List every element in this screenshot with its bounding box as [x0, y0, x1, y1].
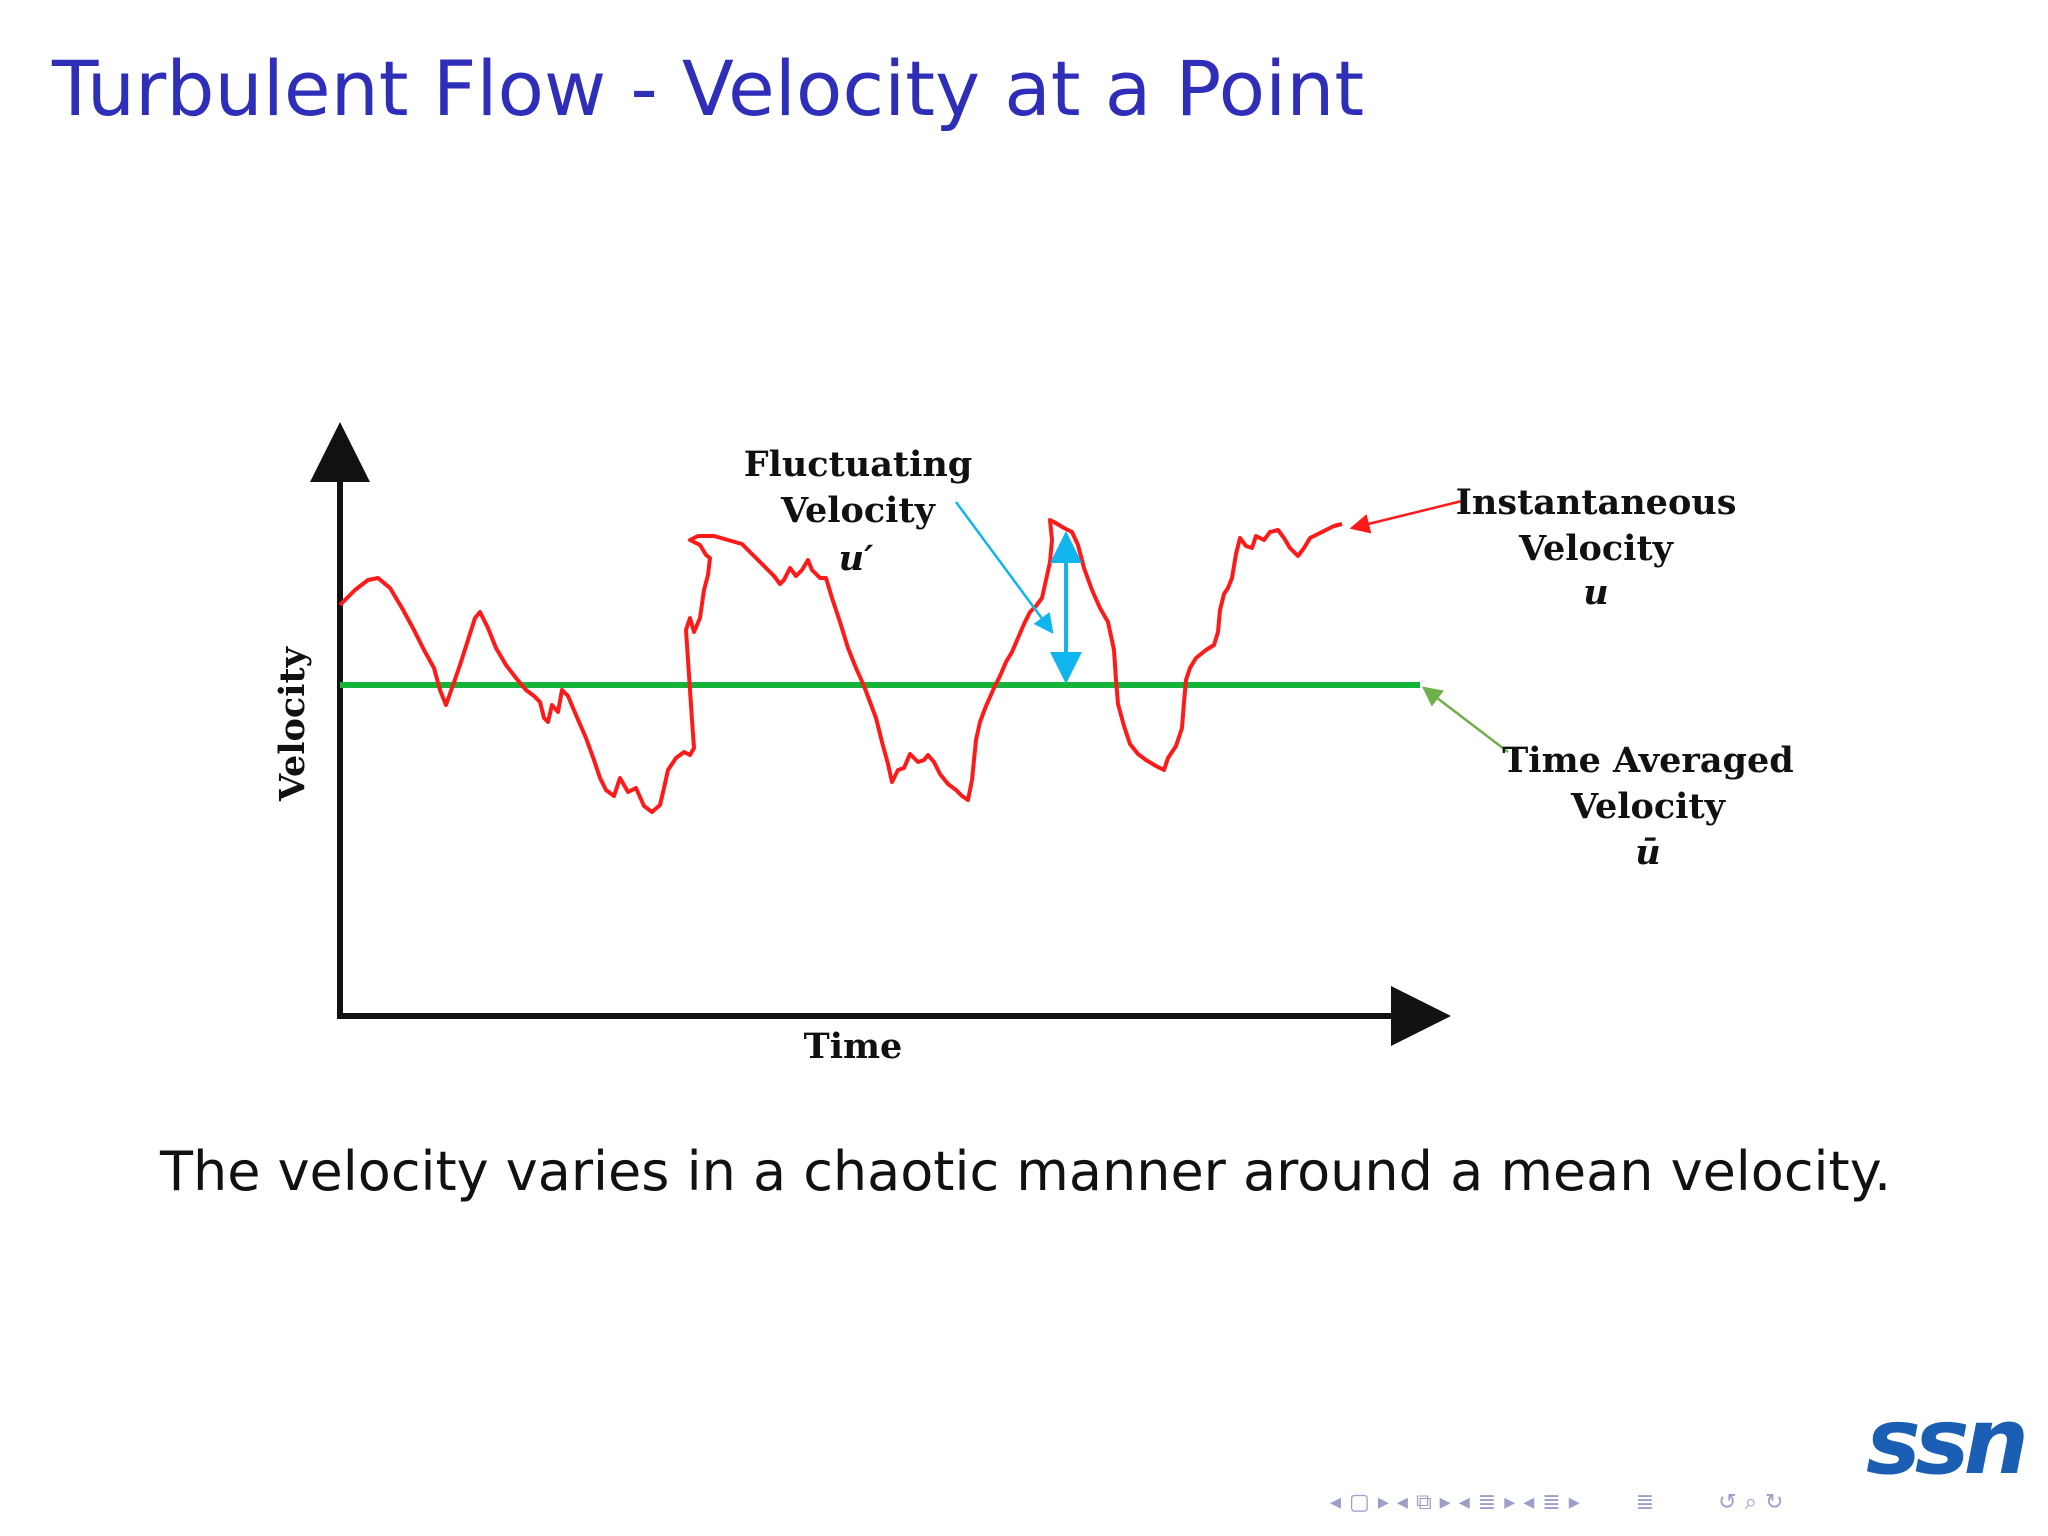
average-label-line2: Velocity	[1570, 786, 1727, 827]
ssn-logo: ssn	[1866, 1388, 2029, 1495]
arrow-right-icon[interactable]: ▸	[1439, 1490, 1451, 1515]
fluctuating-pointer	[954, 501, 1054, 635]
fluctuating-label-line1: Fluctuating	[744, 444, 973, 485]
arrow-left-icon[interactable]: ◂	[1458, 1490, 1470, 1515]
toc-icon[interactable]: ≣	[1542, 1490, 1561, 1515]
instantaneous-symbol: u	[1583, 572, 1608, 613]
subsection-icon[interactable]: ⧉	[1415, 1490, 1432, 1515]
average-pointer	[1422, 686, 1509, 753]
frame-icon[interactable]: ▢	[1349, 1490, 1370, 1515]
search-icon[interactable]: ⌕	[1744, 1490, 1757, 1515]
arrow-right-icon[interactable]: ▸	[1377, 1490, 1389, 1515]
fluctuating-label-line2: Velocity	[780, 490, 937, 531]
section-icon[interactable]: ≣	[1477, 1490, 1497, 1515]
redo-icon[interactable]: ↻	[1764, 1490, 1784, 1515]
y-axis-label: Velocity	[272, 645, 313, 802]
beamer-navigation: ◂ ▢ ▸ ◂ ⧉ ▸ ◂ ≣ ▸ ◂ ≣ ▸ ≣ ↺ ⌕ ↻	[1330, 1490, 1783, 1515]
arrow-left-icon[interactable]: ◂	[1396, 1490, 1408, 1515]
instantaneous-pointer	[1349, 498, 1467, 534]
arrow-left-icon[interactable]: ◂	[1523, 1490, 1535, 1515]
instantaneous-velocity-curve	[338, 518, 1343, 814]
average-symbol: ū	[1635, 832, 1660, 873]
slide-caption: The velocity varies in a chaotic manner …	[160, 1140, 1892, 1203]
arrow-right-icon[interactable]: ▸	[1504, 1490, 1516, 1515]
arrow-right-icon[interactable]: ▸	[1568, 1490, 1580, 1515]
average-label-line1: Time Averaged	[1502, 740, 1794, 781]
x-axis-label: Time	[804, 1026, 903, 1067]
instantaneous-label-line2: Velocity	[1518, 528, 1675, 569]
align-icon[interactable]: ≣	[1635, 1490, 1655, 1515]
instantaneous-label-line1: Instantaneous	[1456, 482, 1737, 523]
fluctuating-symbol: u′	[839, 538, 874, 579]
undo-icon[interactable]: ↺	[1718, 1490, 1737, 1515]
arrow-left-icon[interactable]: ◂	[1330, 1490, 1342, 1515]
slide-title: Turbulent Flow - Velocity at a Point	[52, 44, 1365, 133]
